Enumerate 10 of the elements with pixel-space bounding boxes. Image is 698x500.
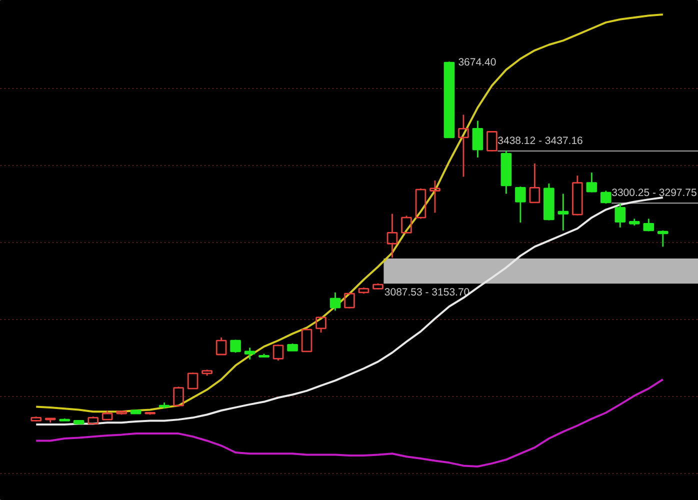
band-label: 3087.53 - 3153.70 (384, 286, 470, 299)
candlestick (386, 213, 398, 258)
candlestick (244, 347, 256, 360)
annotation: 3674.40 (458, 56, 496, 69)
ref-line-label: 3300.25 - 3297.75 (612, 187, 698, 200)
candlestick (558, 193, 569, 232)
candlestick (472, 120, 484, 158)
ref-line-label: 3438.12 - 3437.16 (498, 134, 584, 147)
candlestick (458, 114, 469, 178)
candlestick (614, 202, 626, 228)
